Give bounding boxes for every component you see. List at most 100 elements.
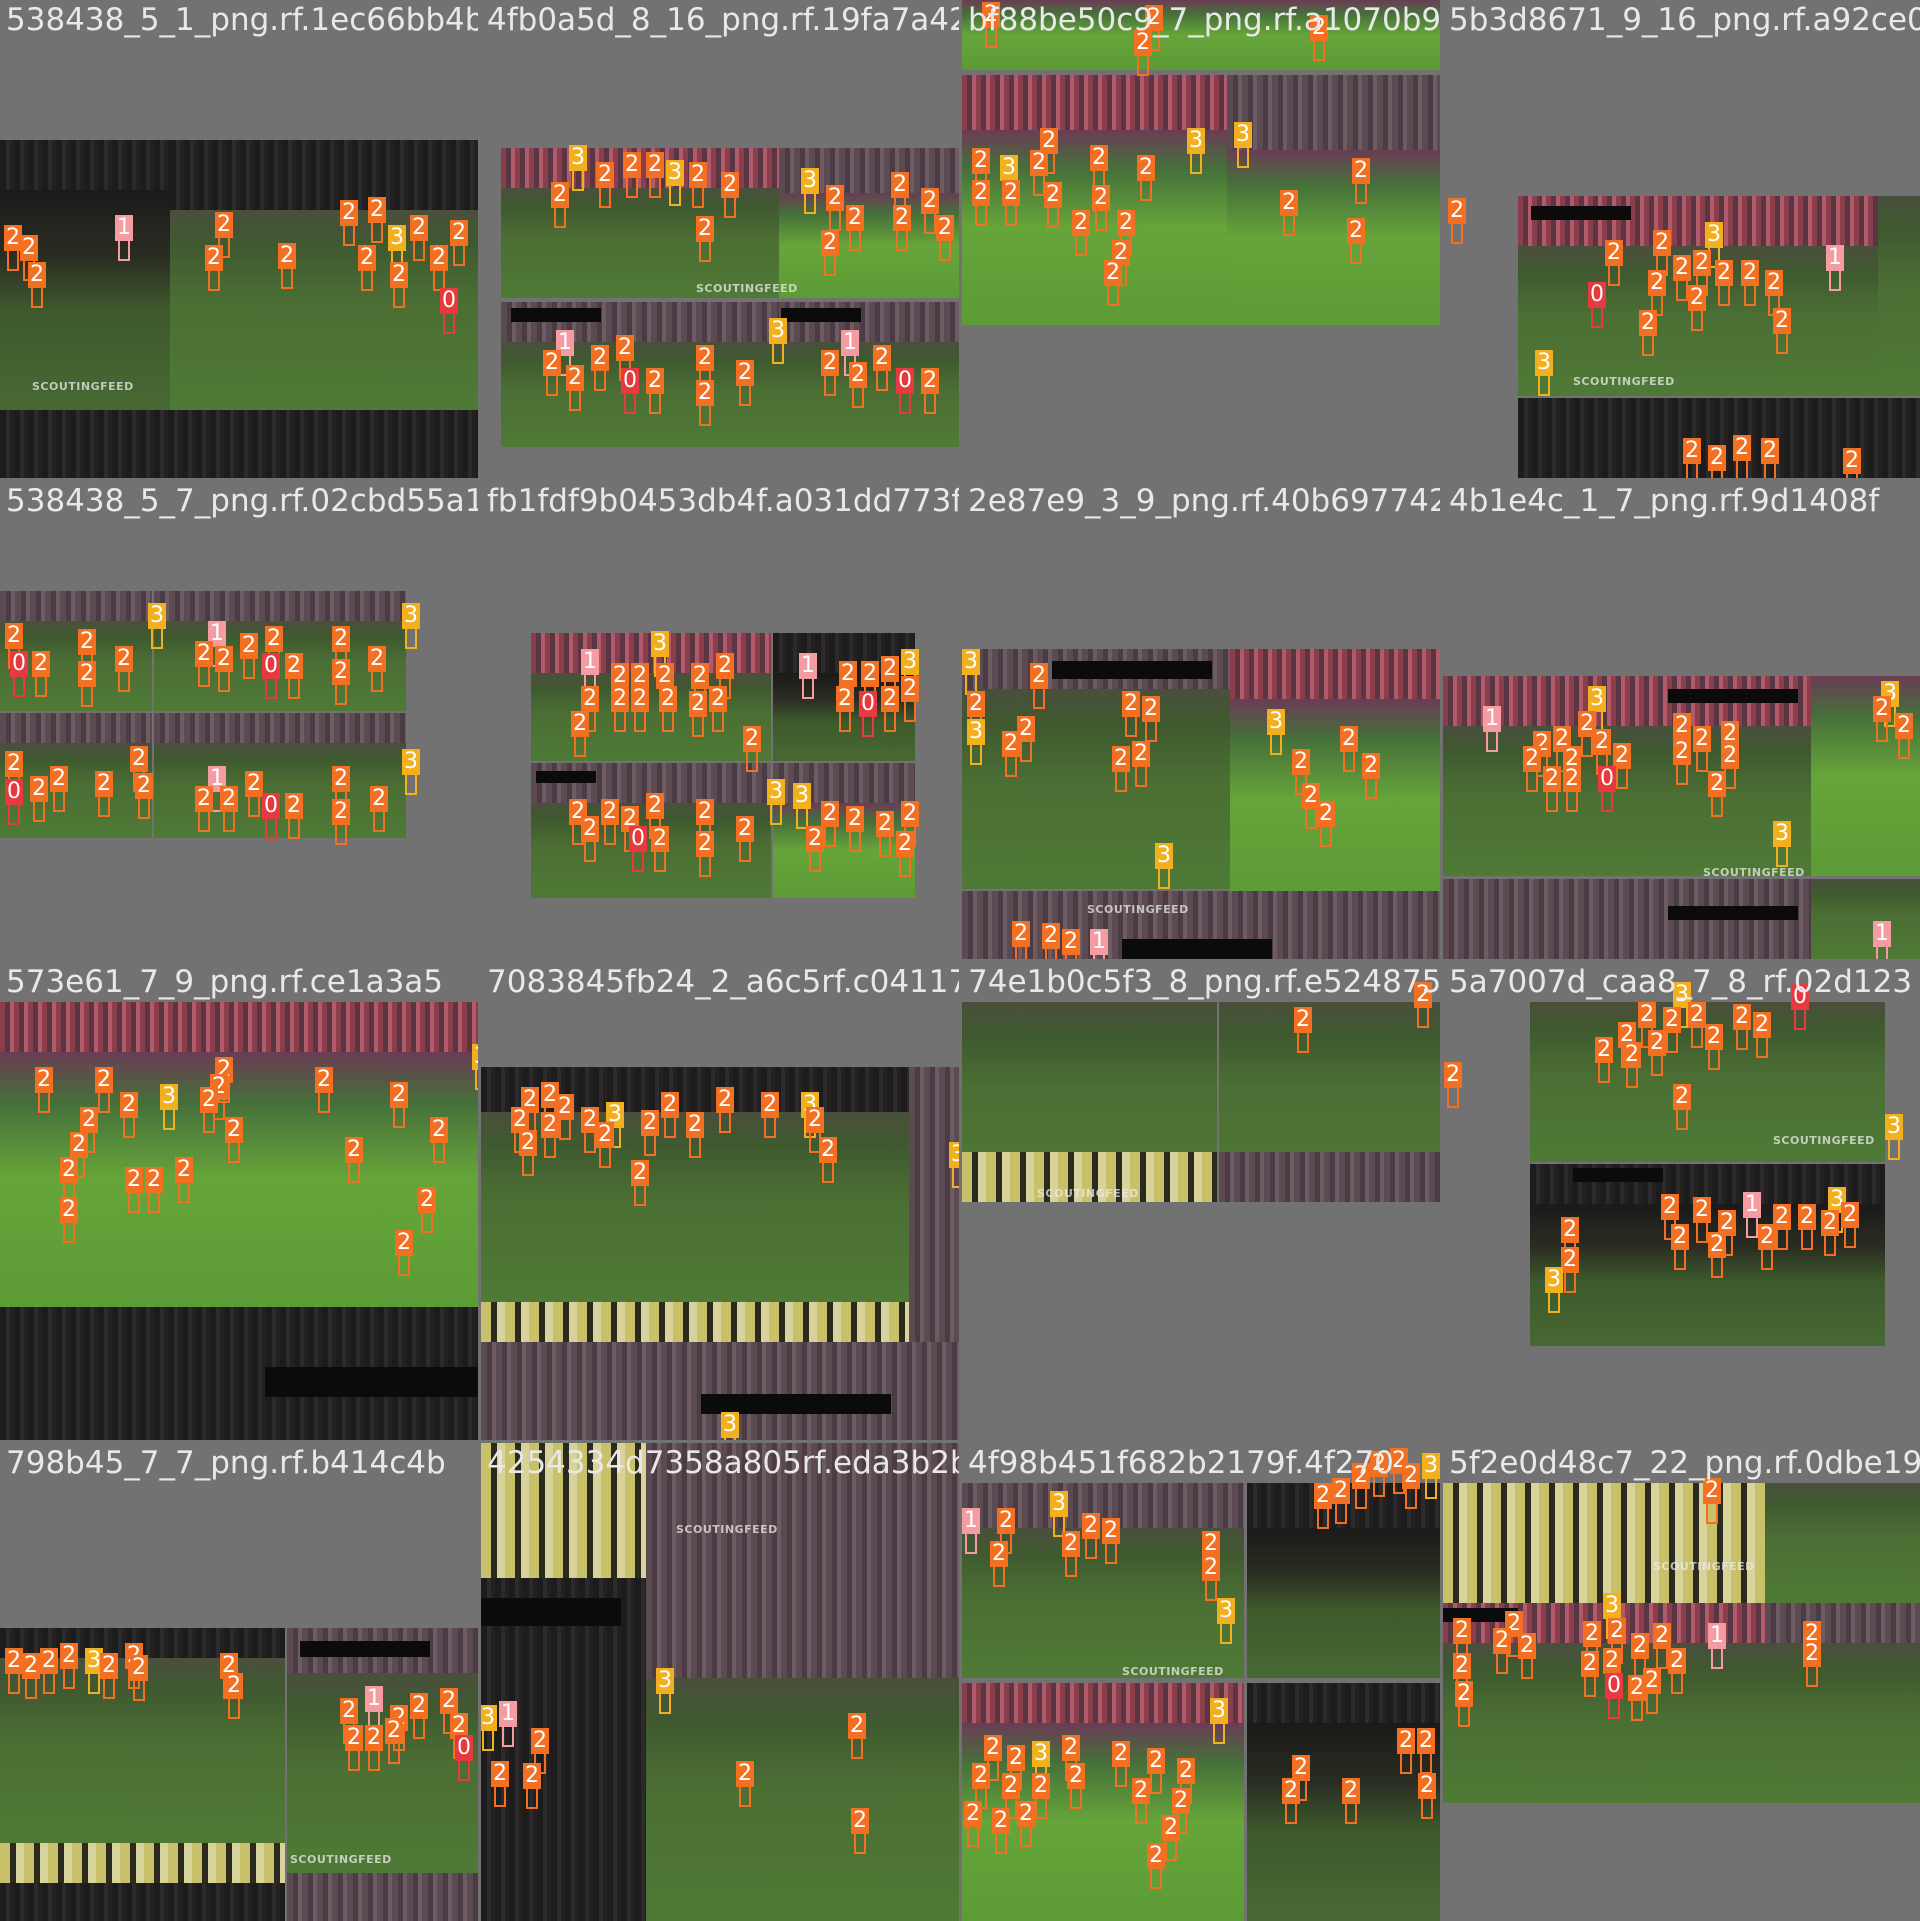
label-player: 2 xyxy=(1067,1763,1085,1809)
label-player: 2 xyxy=(30,776,48,822)
label-player: 2 xyxy=(390,1082,408,1128)
image-fragment xyxy=(481,1112,909,1302)
label-player: 2 xyxy=(1703,1478,1721,1524)
mosaic-tile: 573e61_7_9_png.rf.ce1a3a5 3 2 2 2 2 2 3 … xyxy=(0,962,478,1440)
label-player: 2 xyxy=(646,368,664,414)
label-player: 2 xyxy=(1605,240,1623,286)
label-player: 2 xyxy=(145,1167,163,1213)
label-player: 2 xyxy=(556,1094,574,1140)
label-player: 2 xyxy=(1162,1815,1180,1861)
label-player: 2 xyxy=(1132,741,1150,787)
label-player: 2 xyxy=(1673,739,1691,785)
label-goalkeeper: 1 xyxy=(499,1701,517,1747)
redaction-bar xyxy=(300,1641,430,1657)
label-player: 2 xyxy=(839,661,857,707)
mosaic-tile: SCOUTINGFEED 74e1b0c5f3_8_png.rf.e524875… xyxy=(962,962,1440,1440)
redaction-bar xyxy=(1531,206,1631,220)
label-player: 2 xyxy=(1002,180,1020,226)
label-referee: 3 xyxy=(949,1142,959,1188)
label-player: 2 xyxy=(641,1110,659,1156)
label-player: 2 xyxy=(370,786,388,832)
label-player: 2 xyxy=(1352,1463,1370,1509)
label-player: 2 xyxy=(581,686,599,732)
label-player: 2 xyxy=(1733,1004,1751,1050)
label-player: 2 xyxy=(22,1653,40,1699)
redaction-bar xyxy=(701,1394,891,1414)
image-fragment xyxy=(0,1883,285,1921)
image-fragment xyxy=(1230,649,1440,699)
label-player: 2 xyxy=(195,786,213,832)
label-player: 2 xyxy=(1448,198,1466,244)
label-player: 2 xyxy=(491,1761,509,1807)
label-goalkeeper: 1 xyxy=(208,621,226,667)
image-fragment xyxy=(646,1578,959,1678)
redaction-bar xyxy=(1052,661,1212,679)
label-player: 2 xyxy=(1142,696,1160,742)
label-referee: 3 xyxy=(1267,709,1285,755)
label-player: 2 xyxy=(440,1688,458,1734)
label-player: 2 xyxy=(315,1067,333,1113)
label-referee: 3 xyxy=(1545,1267,1563,1313)
label-player: 2 xyxy=(696,799,714,845)
redaction-bar xyxy=(511,308,601,322)
label-player: 2 xyxy=(1172,1788,1190,1834)
image-fragment xyxy=(962,1152,1217,1202)
image-fragment xyxy=(779,342,959,447)
label-goalkeeper: 1 xyxy=(1090,929,1108,959)
label-player: 2 xyxy=(368,646,386,692)
mosaic-tile: 538438_5_7_png.rf.02cbd55a1991d_8_4_5_pn… xyxy=(0,481,478,959)
label-player: 2 xyxy=(60,1643,78,1689)
label-player: 2 xyxy=(1444,1062,1462,1108)
label-player: 2 xyxy=(410,215,428,261)
label-player: 2 xyxy=(115,646,133,692)
watermark: SCOUTINGFEED xyxy=(1573,375,1675,388)
label-player: 2 xyxy=(661,1092,679,1138)
label-player: 2 xyxy=(972,148,990,194)
redaction-bar xyxy=(265,1367,478,1397)
label-player: 2 xyxy=(1332,1478,1350,1524)
label-ball: 0 xyxy=(5,779,23,825)
label-player: 2 xyxy=(1030,150,1048,196)
label-player: 2 xyxy=(1453,1618,1471,1664)
image-fragment xyxy=(1811,879,1920,959)
label-player: 2 xyxy=(1693,250,1711,296)
label-player: 2 xyxy=(1518,1633,1536,1679)
watermark: SCOUTINGFEED xyxy=(1773,1134,1875,1147)
label-referee: 3 xyxy=(1210,1698,1228,1744)
image-fragment xyxy=(0,410,478,478)
image-fragment xyxy=(531,673,771,761)
label-player: 2 xyxy=(1693,1197,1711,1243)
label-referee: 3 xyxy=(793,783,811,829)
label-player: 2 xyxy=(5,623,23,669)
label-player: 2 xyxy=(1310,15,1328,61)
label-ball: 0 xyxy=(10,651,28,697)
label-player: 2 xyxy=(1603,1648,1621,1694)
label-player: 2 xyxy=(1092,185,1110,231)
label-player: 2 xyxy=(1593,729,1611,775)
label-player: 2 xyxy=(651,826,669,872)
label-player: 2 xyxy=(332,766,350,812)
label-player: 2 xyxy=(1362,753,1380,799)
label-player: 2 xyxy=(365,1725,383,1771)
label-referee: 3 xyxy=(160,1084,178,1130)
label-player: 2 xyxy=(32,651,50,697)
label-player: 2 xyxy=(215,212,233,258)
label-ball: 0 xyxy=(896,368,914,414)
image-fragment xyxy=(0,190,170,410)
label-ball: 0 xyxy=(1791,984,1809,1030)
label-player: 2 xyxy=(1082,1513,1100,1559)
label-player: 2 xyxy=(1708,445,1726,478)
label-player: 2 xyxy=(806,1107,824,1153)
redaction-bar xyxy=(536,771,596,783)
label-referee: 3 xyxy=(769,318,787,364)
label-player: 2 xyxy=(631,686,649,732)
label-player: 2 xyxy=(1040,128,1058,174)
label-player: 2 xyxy=(1523,746,1541,792)
label-referee: 3 xyxy=(721,1412,739,1440)
label-player: 2 xyxy=(1648,270,1666,316)
label-player: 2 xyxy=(1062,929,1080,959)
label-player: 2 xyxy=(1608,1618,1626,1664)
label-ball: 0 xyxy=(1588,282,1606,328)
label-referee: 3 xyxy=(1032,1741,1050,1787)
